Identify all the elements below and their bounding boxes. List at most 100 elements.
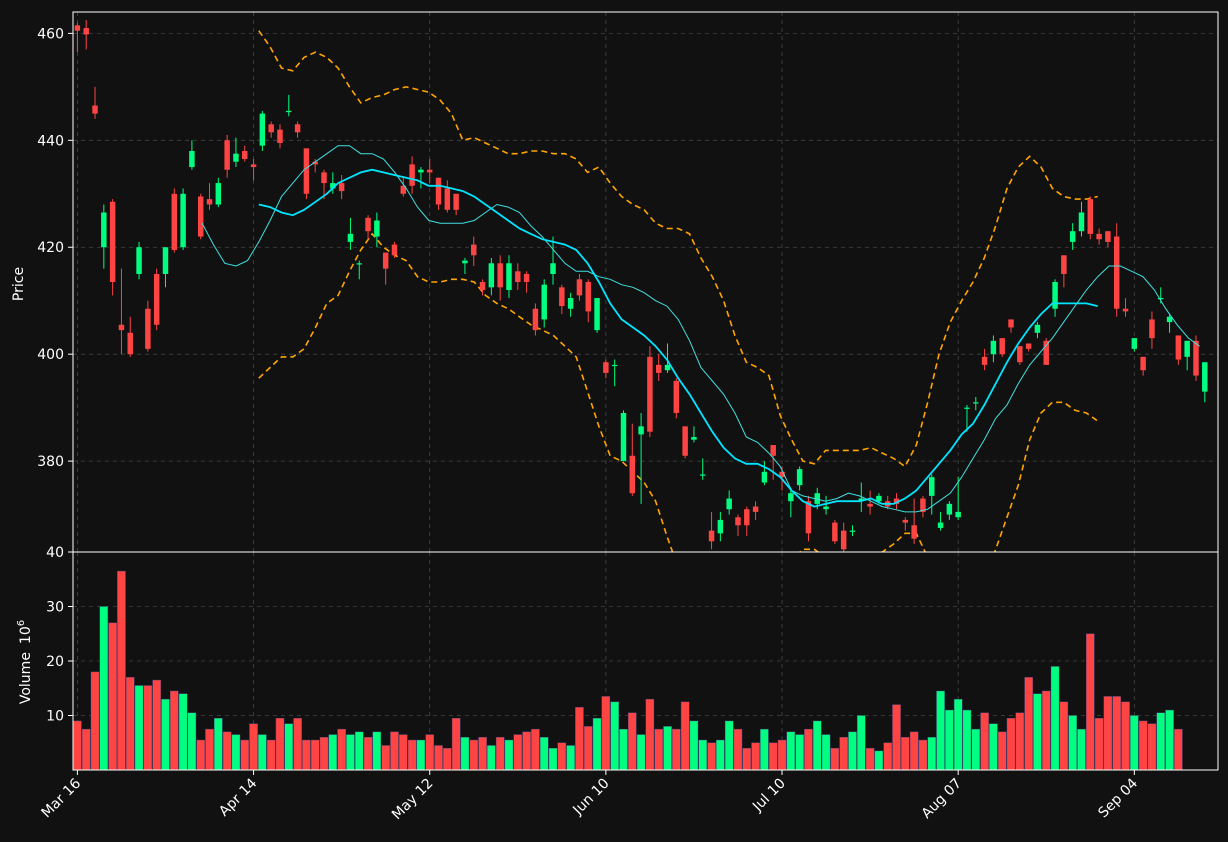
candle-body bbox=[814, 493, 820, 504]
volume-bar bbox=[513, 734, 523, 771]
volume-bar bbox=[804, 728, 813, 771]
candle-body bbox=[109, 201, 116, 282]
candle-body bbox=[541, 284, 547, 320]
volume-bar bbox=[698, 739, 708, 771]
candle-body bbox=[840, 530, 847, 550]
candle-body bbox=[832, 522, 838, 542]
volume-bar bbox=[390, 731, 399, 771]
candle-body bbox=[532, 308, 539, 331]
price-tick-label: 420 bbox=[37, 240, 64, 256]
candle-body bbox=[761, 471, 768, 483]
candle-body bbox=[92, 105, 98, 114]
candle-body bbox=[929, 477, 935, 496]
volume-bar bbox=[777, 739, 787, 771]
candle-body bbox=[673, 380, 680, 413]
volume-bar bbox=[971, 728, 981, 771]
candle-body bbox=[805, 501, 812, 534]
candle-body bbox=[691, 437, 697, 440]
candle-body bbox=[700, 474, 706, 476]
volume-bar bbox=[73, 720, 82, 771]
price-tick-label: 460 bbox=[37, 26, 64, 42]
price-panel bbox=[74, 20, 1208, 552]
candle-body bbox=[902, 519, 909, 523]
volume-bar bbox=[548, 748, 558, 771]
candle-body bbox=[920, 498, 926, 512]
price-tick-label: 400 bbox=[37, 347, 64, 363]
candle-body bbox=[620, 412, 627, 462]
volume-bar bbox=[416, 739, 426, 771]
volume-bar bbox=[583, 726, 593, 771]
volume-bar bbox=[1086, 633, 1095, 771]
candle-body bbox=[1043, 340, 1049, 365]
volume-bar bbox=[1112, 696, 1121, 771]
volume-bar bbox=[293, 718, 302, 771]
candle-body bbox=[708, 530, 715, 542]
candle-body bbox=[409, 164, 415, 186]
volume-tick-label: 40 bbox=[46, 545, 64, 561]
candle-body bbox=[1096, 233, 1102, 240]
volume-bar bbox=[724, 720, 734, 771]
volume-bar bbox=[152, 679, 161, 771]
bollinger-bands bbox=[258, 30, 1099, 552]
candle-body bbox=[655, 364, 662, 373]
volume-bar bbox=[487, 745, 496, 771]
volume-bar bbox=[328, 734, 338, 771]
candle-body bbox=[497, 263, 503, 288]
volume-bar bbox=[1077, 728, 1086, 771]
candle-body bbox=[585, 282, 591, 312]
price-grid bbox=[73, 12, 1218, 552]
volume-bar bbox=[275, 718, 285, 771]
volume-bar bbox=[857, 715, 866, 771]
price-tick-label: 380 bbox=[37, 454, 64, 470]
candle-body bbox=[400, 185, 407, 194]
candle-body bbox=[338, 183, 345, 192]
candle-body bbox=[735, 517, 741, 526]
candle-body bbox=[382, 252, 389, 269]
candle-body bbox=[523, 273, 530, 282]
candle-body bbox=[242, 151, 248, 160]
volume-bar bbox=[143, 685, 153, 771]
volume-bar bbox=[1059, 701, 1069, 771]
volume-bar bbox=[839, 737, 848, 771]
candle-body bbox=[506, 263, 512, 291]
candle-body bbox=[1184, 340, 1190, 357]
volume-bar bbox=[319, 737, 329, 771]
volume-axis-label: Volume106 bbox=[16, 620, 34, 704]
volume-bar bbox=[337, 728, 346, 771]
volume-bar bbox=[214, 718, 223, 771]
volume-bar bbox=[196, 739, 205, 771]
volume-bar bbox=[1094, 718, 1104, 771]
candle-body bbox=[770, 445, 776, 456]
volume-bar bbox=[1103, 696, 1113, 771]
volume-bar bbox=[1121, 701, 1130, 771]
volume-bar bbox=[469, 739, 479, 771]
volume-bar bbox=[689, 720, 699, 771]
volume-bar bbox=[566, 745, 575, 771]
volume-bar bbox=[945, 709, 954, 771]
candle-body bbox=[1087, 199, 1094, 234]
candle-body bbox=[594, 298, 600, 331]
volume-bar bbox=[451, 718, 461, 771]
candle-body bbox=[515, 271, 521, 282]
candle-body bbox=[893, 498, 900, 504]
volume-panel bbox=[73, 570, 1183, 771]
candle-body bbox=[1166, 316, 1173, 323]
candle-body bbox=[1069, 231, 1076, 242]
candle-body bbox=[435, 177, 442, 205]
volume-bar bbox=[1165, 709, 1174, 771]
volume-panel-frame bbox=[72, 551, 1219, 771]
candle-body bbox=[197, 196, 204, 237]
candle-body bbox=[374, 220, 380, 237]
candle-body bbox=[717, 519, 724, 534]
candle-body bbox=[312, 161, 318, 165]
volume-bar bbox=[557, 742, 567, 771]
volume-bar bbox=[927, 737, 937, 771]
volume-bar bbox=[628, 712, 637, 771]
candle-body bbox=[1122, 308, 1129, 312]
candle-body bbox=[286, 110, 292, 113]
candle-body bbox=[189, 151, 195, 168]
volume-bar bbox=[962, 709, 972, 771]
volume-bar bbox=[592, 718, 602, 771]
candle-body bbox=[1149, 319, 1155, 339]
